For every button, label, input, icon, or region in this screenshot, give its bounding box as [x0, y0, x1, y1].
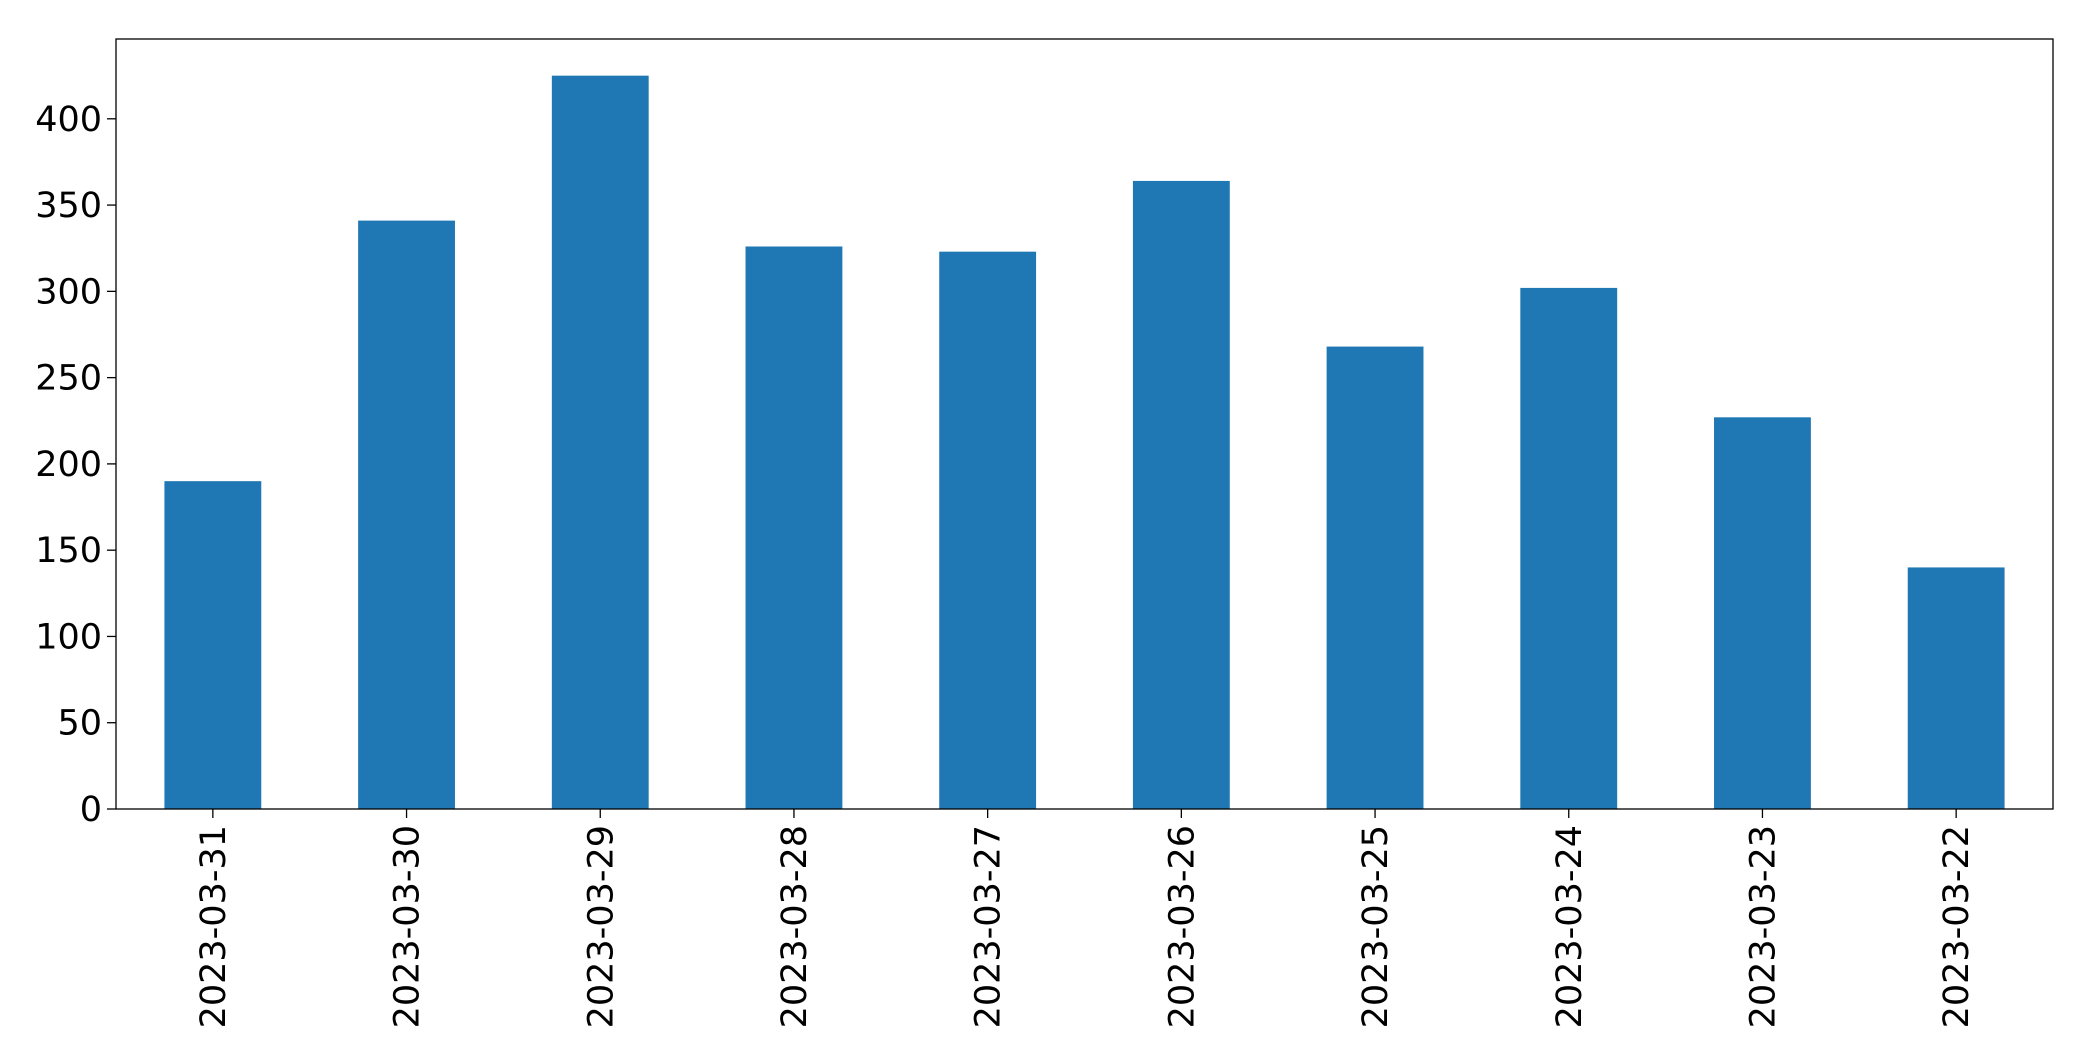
- x-tick-label: 2023-03-25: [1356, 825, 1396, 1028]
- bar: [164, 481, 262, 809]
- x-tick-label: 2023-03-24: [1550, 825, 1590, 1028]
- y-tick-label: 0: [80, 790, 102, 830]
- y-tick-label: 50: [57, 704, 102, 744]
- y-tick-label: 200: [35, 445, 102, 485]
- x-tick-label: 2023-03-31: [194, 825, 234, 1028]
- x-tick-label: 2023-03-28: [775, 825, 815, 1028]
- x-tick-label: 2023-03-30: [388, 825, 428, 1028]
- axes-frame: [115, 38, 2054, 810]
- bar: [1714, 417, 1811, 809]
- x-tick-label: 2023-03-26: [1162, 825, 1202, 1028]
- x-tick-label: 2023-03-23: [1743, 825, 1783, 1028]
- bar: [1326, 346, 1424, 809]
- y-tick-label: 150: [35, 531, 102, 571]
- x-tick-label: 2023-03-22: [1937, 825, 1977, 1028]
- bar: [745, 246, 843, 810]
- bar: [551, 75, 649, 809]
- bar: [1907, 567, 2005, 809]
- bar: [1520, 287, 1618, 809]
- x-tick-label: 2023-03-27: [969, 825, 1009, 1028]
- y-tick-label: 400: [35, 100, 102, 140]
- bar: [1132, 180, 1230, 809]
- bar: [358, 220, 455, 809]
- bar: [939, 251, 1037, 809]
- y-tick-label: 350: [35, 186, 102, 226]
- x-tick-label: 2023-03-29: [581, 825, 621, 1028]
- y-tick-label: 250: [35, 359, 102, 399]
- y-tick-label: 100: [35, 617, 102, 657]
- y-tick-label: 300: [35, 272, 102, 312]
